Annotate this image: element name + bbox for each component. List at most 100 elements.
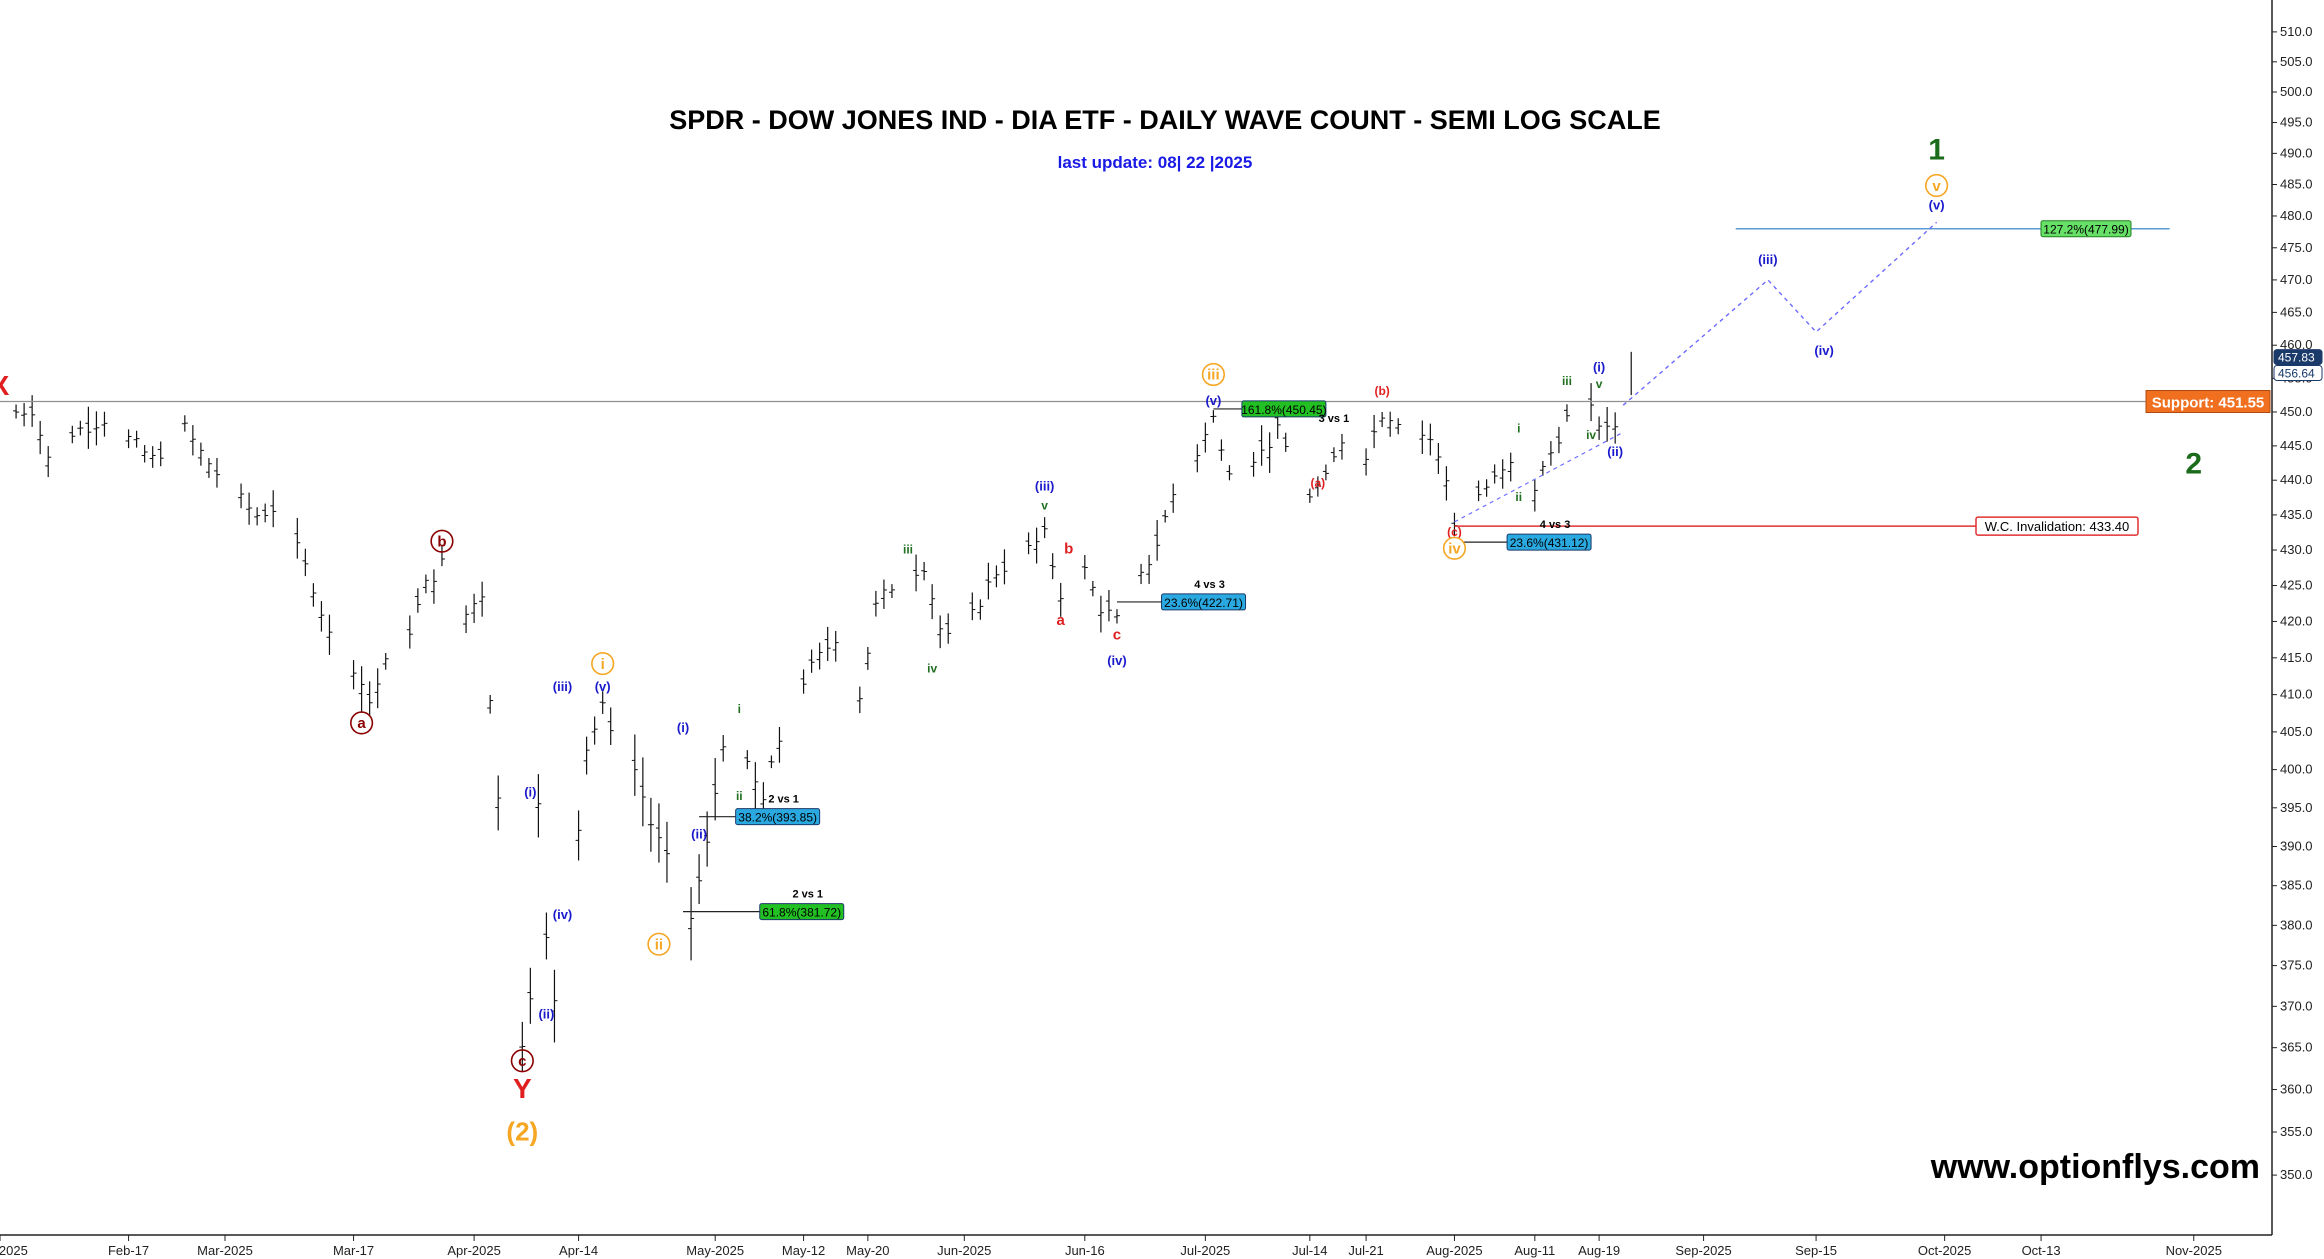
price-bar — [1612, 412, 1619, 444]
price-bar — [655, 803, 662, 863]
wave-label: (c) — [1447, 525, 1462, 539]
chart-title: SPDR - DOW JONES IND - DIA ETF - DAILY W… — [669, 105, 1661, 135]
y-tick-label: 440.0 — [2280, 472, 2313, 487]
wave-label: iii — [903, 543, 913, 557]
price-bar — [382, 652, 389, 670]
x-axis: Feb-2025 Feb-17 Mar-2025 Mar-17 Apr-2025 Apr-… — [0, 1235, 2222, 1258]
price-bar — [824, 626, 831, 661]
x-tick-label: Mar-17 — [333, 1243, 374, 1258]
price-bar — [495, 775, 502, 831]
price-bar — [1081, 555, 1088, 580]
level-lines: Support: 451.55 127.2%(477.99) W.C. Invali… — [0, 220, 2271, 536]
price-bar — [1210, 410, 1217, 423]
wave-label: i — [1517, 421, 1520, 435]
y-tick-label: 480.0 — [2280, 208, 2313, 223]
price-bar — [543, 912, 550, 960]
price-bar — [832, 630, 839, 662]
wave-label: 1 — [1928, 134, 1945, 167]
x-tick-label: Aug-11 — [1514, 1243, 1555, 1258]
price-bar — [1604, 407, 1611, 442]
x-tick-label: Mar-2025 — [197, 1243, 253, 1258]
wave-label-circle — [647, 932, 671, 956]
price-bar — [318, 601, 325, 632]
y-tick-label: 415.0 — [2280, 650, 2313, 665]
price-bar — [1218, 439, 1225, 461]
fib-box-5-header: 4 vs 3 — [1540, 519, 1571, 531]
wave-label: (i) — [1593, 360, 1605, 375]
price-bar — [535, 774, 542, 838]
y-tick-label: 460.0 — [2280, 337, 2313, 352]
wave-label: i — [738, 702, 741, 716]
y-tick-label: 375.0 — [2280, 958, 2313, 973]
price-bar — [1226, 465, 1233, 481]
y-tick-label: 450.0 — [2280, 404, 2313, 419]
last-price-tag — [2273, 349, 2323, 366]
x-tick-label: Aug-19 — [1578, 1243, 1620, 1258]
wave-label: (i) — [524, 784, 536, 799]
wave-label: i — [601, 656, 605, 673]
target-label: 127.2%(477.99) — [2043, 223, 2128, 237]
price-bar — [13, 404, 20, 419]
price-bar — [752, 762, 759, 810]
wave-label: (v) — [1929, 198, 1945, 213]
wave-label-circle — [510, 1049, 534, 1073]
price-bar — [663, 821, 670, 883]
price-bar — [720, 735, 727, 762]
wave-label: iii — [1207, 367, 1220, 384]
wave-label: X — [0, 370, 10, 401]
y-tick-label: 475.0 — [2280, 240, 2313, 255]
price-bars — [13, 351, 1632, 1072]
y-tick-label: 420.0 — [2280, 613, 2313, 628]
y-tick-label: 485.0 — [2280, 177, 2313, 192]
price-bar — [1306, 488, 1313, 503]
price-bar — [688, 887, 695, 961]
wave-label: (iv) — [553, 907, 573, 922]
price-bar — [1170, 483, 1177, 513]
price-bar — [1049, 553, 1056, 580]
wave-label: v — [1041, 498, 1048, 512]
wave-label: ii — [736, 789, 743, 803]
wave-labels: XbacY(2)(i)(ii)(iii)(iv)(v)iii(i)(ii)iii… — [0, 134, 2202, 1147]
x-tick-label: May-20 — [846, 1243, 889, 1258]
wave-label: (iii) — [1758, 252, 1778, 267]
x-tick-label: Sep-15 — [1795, 1243, 1837, 1258]
wave-label: iv — [1448, 541, 1461, 558]
price-bar — [1250, 452, 1257, 477]
last-price-label: 457.83 — [2278, 351, 2315, 365]
y-tick-label: 435.0 — [2280, 507, 2313, 522]
price-bar — [133, 430, 140, 448]
wave-label: (iii) — [553, 679, 573, 694]
price-bar — [406, 615, 413, 649]
price-bar — [141, 445, 148, 463]
price-bar — [1314, 476, 1321, 497]
fib-box-3-text: 38.2%(393.85) — [738, 811, 817, 825]
price-bar — [1539, 460, 1546, 476]
price-bar — [1419, 420, 1426, 454]
y-tick-label: 365.0 — [2280, 1040, 2313, 1055]
price-bar — [93, 411, 100, 446]
wave-label: (a) — [1311, 476, 1326, 490]
price-bar — [1041, 517, 1048, 539]
price-bar — [1113, 609, 1120, 624]
y-tick-label: 395.0 — [2280, 800, 2313, 815]
fib-box-1-text: 161.8%(450.45) — [1241, 403, 1326, 417]
chart-subtitle: last update: 08| 22 |2025 — [1058, 153, 1253, 172]
price-bar — [704, 811, 711, 867]
watermark: www.optionflys.com — [1930, 1148, 2260, 1186]
y-tick-label: 370.0 — [2280, 998, 2313, 1013]
wave-label: (v) — [1205, 393, 1221, 408]
y-tick-label: 385.0 — [2280, 878, 2313, 893]
price-bar — [913, 554, 920, 592]
fib-box-2-text: 23.6%(422.71) — [1164, 596, 1243, 610]
y-tick-label: 510.0 — [2280, 24, 2313, 39]
y-tick-label: 505.0 — [2280, 54, 2313, 69]
price-bar — [591, 716, 598, 745]
price-bar — [471, 593, 478, 623]
wave-label: iv — [1586, 428, 1596, 442]
y-tick-label: 500.0 — [2280, 84, 2313, 99]
price-bar — [921, 561, 928, 581]
price-bar — [1555, 426, 1562, 454]
y-axis: 350.0 355.0 360.0 365.0 370.0 375.0 380.0 385.0… — [2272, 24, 2313, 1182]
y-tick-label: 445.0 — [2280, 438, 2313, 453]
